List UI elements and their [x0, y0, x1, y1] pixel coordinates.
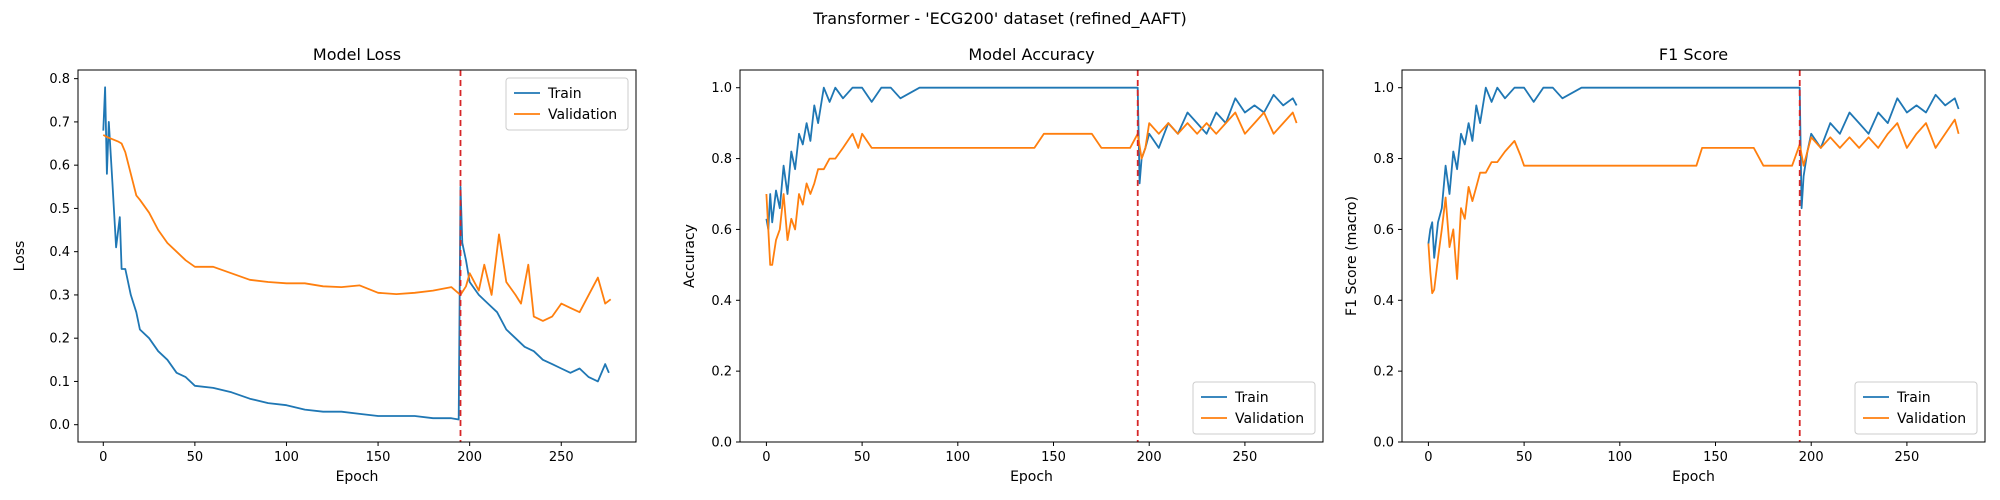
- x-tick-label: 200: [1137, 450, 1162, 465]
- y-tick-label: 0.8: [1373, 152, 1394, 167]
- x-axis-label: Epoch: [1010, 469, 1053, 485]
- legend: Train Validation: [1192, 381, 1316, 435]
- chart-title: F1 Score: [1659, 45, 1728, 64]
- legend-box: [505, 77, 629, 131]
- x-tick-label: 0: [1424, 450, 1432, 465]
- x-tick-label: 100: [945, 450, 970, 465]
- series-line-train: [102, 86, 610, 421]
- y-tick-label: 0.0: [49, 418, 70, 433]
- x-tick-label: 200: [457, 450, 482, 465]
- chart-title: Model Accuracy: [968, 45, 1094, 64]
- y-tick-label: 0.6: [1373, 223, 1394, 238]
- legend-label-validation: Validation: [1897, 411, 1966, 427]
- series-line-validation: [1427, 118, 1960, 295]
- legend-label-train: Train: [547, 86, 582, 102]
- y-tick-label: 0.3: [49, 288, 70, 303]
- y-tick-label: 0.0: [711, 436, 732, 451]
- series-line-train: [765, 86, 1298, 231]
- x-tick-label: 250: [1232, 450, 1257, 465]
- x-tick-label: 100: [1607, 450, 1632, 465]
- y-tick-label: 0.6: [49, 159, 70, 174]
- x-tick-label: 50: [854, 450, 871, 465]
- x-tick-label: 150: [366, 450, 391, 465]
- y-tick-label: 0.4: [1373, 294, 1394, 309]
- y-tick-label: 0.8: [711, 152, 732, 167]
- y-tick-label: 0.1: [49, 375, 70, 390]
- legend-label-train: Train: [1234, 390, 1269, 406]
- x-tick-label: 250: [549, 450, 574, 465]
- chart-panel-1: Model Loss 0 50 100 150 200 250 0.0 0.1 0.2 0.3 0.4…: [12, 45, 637, 485]
- plot-area: [765, 86, 1298, 266]
- axes-frame: [1401, 69, 1986, 443]
- y-tick-label: 0.2: [711, 365, 732, 380]
- series-line-validation: [102, 134, 612, 322]
- legend-box: [1192, 381, 1316, 435]
- x-tick-label: 0: [762, 450, 770, 465]
- y-tick-label: 0.4: [49, 245, 70, 260]
- legend-label-validation: Validation: [548, 107, 617, 123]
- legend: Train Validation: [1854, 381, 1978, 435]
- x-tick-label: 150: [1041, 450, 1066, 465]
- y-axis-label: F1 Score (macro): [1344, 196, 1360, 316]
- y-axis-label: Loss: [12, 241, 28, 272]
- legend-label-validation: Validation: [1235, 411, 1304, 427]
- x-tick-label: 50: [1516, 450, 1533, 465]
- x-tick-label: 50: [187, 450, 204, 465]
- y-tick-label: 0.8: [49, 72, 70, 87]
- x-tick-label: 250: [1894, 450, 1919, 465]
- y-tick-label: 1.0: [711, 81, 732, 96]
- y-tick-label: 0.7: [49, 115, 70, 130]
- legend: Train Validation: [505, 77, 629, 131]
- y-tick-label: 0.2: [1373, 365, 1394, 380]
- figure-title: Transformer - 'ECG200' dataset (refined_…: [812, 9, 1186, 29]
- x-tick-label: 0: [99, 450, 107, 465]
- legend-box: [1854, 381, 1978, 435]
- series-line-train: [1427, 86, 1960, 259]
- x-tick-label: 150: [1703, 450, 1728, 465]
- chart-panel-3: F1 Score 0 50 100 150 200 250 0.0 0.2 0.4 0.6 0.8 1.…: [1344, 45, 1986, 485]
- axes-frame: [739, 69, 1324, 443]
- x-axis-label: Epoch: [1672, 469, 1715, 485]
- legend-label-train: Train: [1896, 390, 1931, 406]
- plot-area: [1427, 86, 1960, 295]
- y-axis-label: Accuracy: [682, 224, 698, 288]
- chart-title: Model Loss: [313, 45, 401, 64]
- y-tick-label: 0.4: [711, 294, 732, 309]
- y-tick-label: 1.0: [1373, 81, 1394, 96]
- y-tick-label: 0.0: [1373, 436, 1394, 451]
- chart-panel-2: Model Accuracy 0 50 100 150 200 250 0.0 0.2 0.4 0.…: [682, 45, 1324, 485]
- plot-area: [102, 86, 612, 421]
- y-tick-label: 0.5: [49, 202, 70, 217]
- x-tick-label: 100: [274, 450, 299, 465]
- y-tick-label: 0.6: [711, 223, 732, 238]
- x-axis-label: Epoch: [336, 469, 379, 485]
- x-tick-label: 200: [1799, 450, 1824, 465]
- y-tick-label: 0.2: [49, 332, 70, 347]
- axes-frame: [77, 69, 637, 443]
- series-line-validation: [765, 111, 1298, 266]
